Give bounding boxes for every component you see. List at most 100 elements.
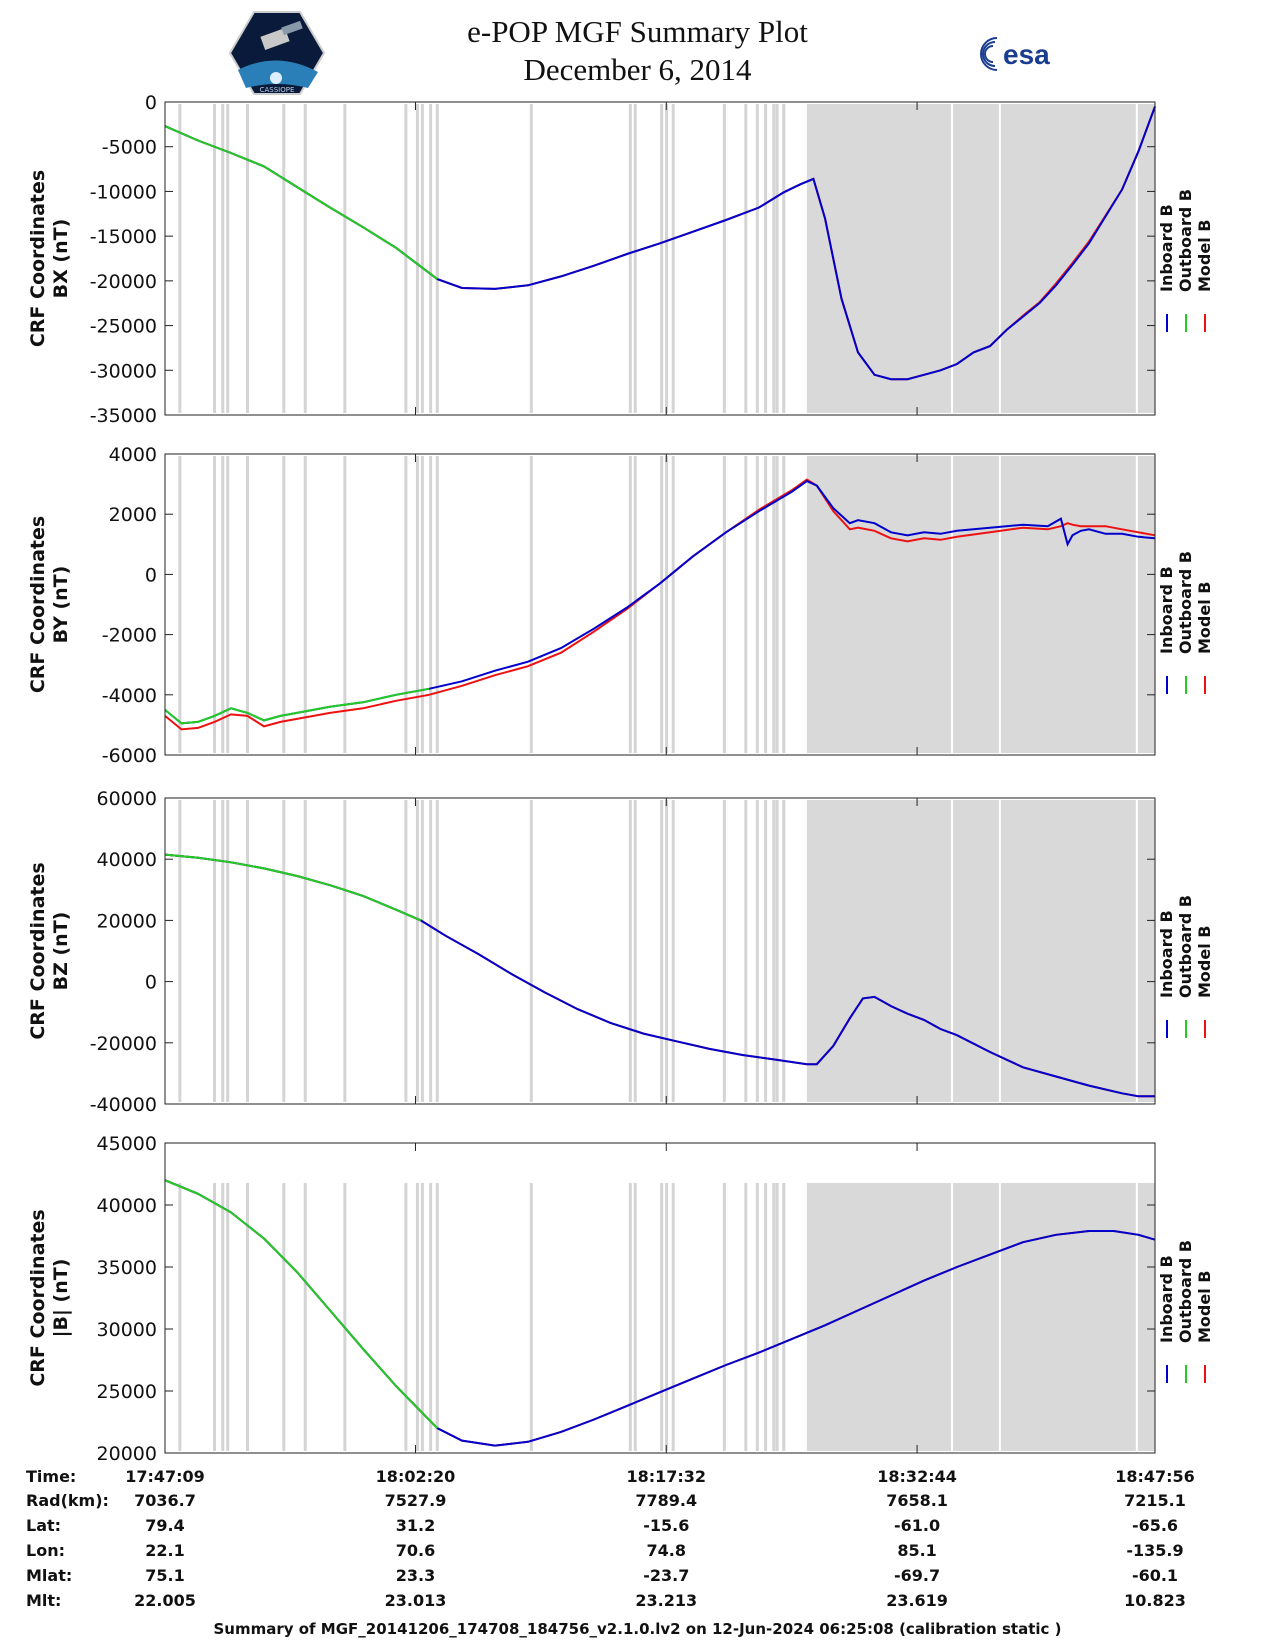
ylabel-bmag-line1: CRF Coordinates <box>27 1209 49 1386</box>
esa-logo: esa <box>980 37 1050 71</box>
ylabel-bx-line2: BX (nT) <box>50 219 72 299</box>
ephemeris-row-label-4: Mlat: <box>26 1566 72 1585</box>
ephemeris-cell-1-5: 23.013 <box>385 1591 447 1610</box>
ephemeris-cell-4-5: 10.823 <box>1124 1591 1186 1610</box>
ephemeris-cell-2-5: 23.213 <box>635 1591 697 1610</box>
ephemeris-row-label-5: Mlt: <box>26 1591 61 1610</box>
series-outboard-bmag <box>164 1179 439 1429</box>
ephemeris-row-label-3: Lon: <box>26 1541 65 1560</box>
ytick-label-bmag-4: 25000 <box>97 1381 157 1403</box>
axes-box-bmag <box>164 1142 1156 1454</box>
legend-label-bmag-2: Model B <box>1195 1271 1214 1343</box>
ytick-label-bz-0: 60000 <box>97 788 157 810</box>
shaded-region-by <box>806 456 1155 753</box>
shaded-region-bz <box>806 800 1155 1102</box>
ephemeris-cell-0-0: 17:47:09 <box>125 1467 205 1486</box>
ytick-label-bx-5: -25000 <box>90 316 157 338</box>
ephemeris-cell-0-2: 79.4 <box>145 1516 184 1535</box>
ephemeris-cell-2-1: 7789.4 <box>635 1491 697 1510</box>
series-outboard-bx <box>164 125 438 280</box>
ylabel-by-line2: BY (nT) <box>50 566 72 644</box>
ytick-label-bx-2: -10000 <box>90 181 157 203</box>
ephemeris-cell-4-0: 18:47:56 <box>1115 1467 1195 1486</box>
legend-label-by-2: Model B <box>1195 582 1214 654</box>
ytick-label-by-4: -4000 <box>102 685 157 707</box>
ytick-label-bz-3: 0 <box>145 972 157 994</box>
ephemeris-cell-1-0: 18:02:20 <box>376 1467 456 1486</box>
ephemeris-cell-1-2: 31.2 <box>396 1516 435 1535</box>
ephemeris-cell-0-3: 22.1 <box>145 1541 184 1560</box>
ephemeris-cell-2-3: 74.8 <box>647 1541 686 1560</box>
ytick-label-bz-5: -40000 <box>90 1094 157 1116</box>
series-outboard-bz <box>164 853 422 922</box>
axes-box-bx <box>164 101 1156 416</box>
ytick-label-by-5: -6000 <box>102 745 157 767</box>
cassiope-logo-text: CASSIOPE <box>260 86 295 94</box>
ephemeris-cell-2-2: -15.6 <box>643 1516 689 1535</box>
ytick-label-bmag-0: 45000 <box>97 1133 157 1155</box>
ylabel-bz-line2: BZ (nT) <box>50 912 72 991</box>
ytick-label-by-1: 2000 <box>109 504 157 526</box>
ytick-label-bmag-2: 35000 <box>97 1257 157 1279</box>
page-title-line2: December 6, 2014 <box>523 52 752 87</box>
ephemeris-cell-3-4: -69.7 <box>894 1566 940 1585</box>
ephemeris-cell-4-1: 7215.1 <box>1124 1491 1186 1510</box>
legend-label-bmag-1: Outboard B <box>1176 1240 1195 1343</box>
ephemeris-row-label-1: Rad(km): <box>26 1491 109 1510</box>
ylabel-bmag-line2: |B| (nT) <box>50 1259 72 1338</box>
legend-label-bx-2: Model B <box>1195 220 1214 292</box>
footer-summary: Summary of MGF_20141206_174708_184756_v2… <box>213 1620 1062 1638</box>
page-title-line1: e-POP MGF Summary Plot <box>467 14 808 49</box>
ephemeris-cell-0-5: 22.005 <box>134 1591 196 1610</box>
legend-label-by-1: Outboard B <box>1176 551 1195 654</box>
ytick-label-bmag-5: 20000 <box>97 1443 157 1465</box>
legend-label-by-0: Inboard B <box>1157 566 1176 654</box>
axes-box-bz <box>164 797 1156 1105</box>
legend-label-bz-0: Inboard B <box>1157 910 1176 998</box>
ephemeris-cell-3-3: 85.1 <box>897 1541 936 1560</box>
ephemeris-cell-1-4: 23.3 <box>396 1566 435 1585</box>
ylabel-bx-line1: CRF Coordinates <box>27 170 49 347</box>
ytick-label-bz-2: 20000 <box>97 910 157 932</box>
legend-label-bx-1: Outboard B <box>1176 189 1195 292</box>
ephemeris-cell-3-2: -61.0 <box>894 1516 940 1535</box>
ephemeris-row-label-0: Time: <box>26 1467 76 1486</box>
legend-label-bz-1: Outboard B <box>1176 895 1195 998</box>
ephemeris-cell-1-1: 7527.9 <box>385 1491 447 1510</box>
shaded-region-bx <box>806 104 1155 413</box>
ytick-label-bx-3: -15000 <box>90 226 157 248</box>
ylabel-bz-line1: CRF Coordinates <box>27 862 49 1039</box>
ytick-label-bx-4: -20000 <box>90 271 157 293</box>
ephemeris-cell-3-1: 7658.1 <box>886 1491 948 1510</box>
ytick-label-bx-6: -30000 <box>90 360 157 382</box>
ylabel-by-line1: CRF Coordinates <box>27 516 49 693</box>
ephemeris-cell-0-4: 75.1 <box>145 1566 184 1585</box>
shaded-region-bmag <box>806 1183 1155 1451</box>
ephemeris-cell-4-3: -135.9 <box>1126 1541 1183 1560</box>
ephemeris-cell-0-1: 7036.7 <box>134 1491 196 1510</box>
ytick-label-bz-4: -20000 <box>90 1033 157 1055</box>
legend-label-bmag-0: Inboard B <box>1157 1255 1176 1343</box>
ytick-label-by-0: 4000 <box>109 444 157 466</box>
legend-label-bz-2: Model B <box>1195 926 1214 998</box>
ephemeris-cell-3-5: 23.619 <box>886 1591 948 1610</box>
series-outboard-by <box>164 687 430 725</box>
ytick-label-bx-7: -35000 <box>90 405 157 427</box>
ephemeris-cell-3-0: 18:32:44 <box>877 1467 957 1486</box>
ephemeris-cell-2-4: -23.7 <box>643 1566 689 1585</box>
ytick-label-bx-1: -5000 <box>102 137 157 159</box>
legend-label-bx-0: Inboard B <box>1157 204 1176 292</box>
ephemeris-row-label-2: Lat: <box>26 1516 61 1535</box>
ytick-label-bmag-3: 30000 <box>97 1319 157 1341</box>
axes-box-by <box>164 453 1156 756</box>
esa-logo-text: esa <box>1003 39 1050 70</box>
cassiope-logo: CASSIOPE <box>228 11 326 95</box>
ytick-label-bz-1: 40000 <box>97 849 157 871</box>
ephemeris-cell-4-4: -60.1 <box>1132 1566 1178 1585</box>
ytick-label-bx-0: 0 <box>145 92 157 114</box>
ytick-label-by-2: 0 <box>145 564 157 586</box>
ephemeris-cell-1-3: 70.6 <box>396 1541 435 1560</box>
ytick-label-bmag-1: 40000 <box>97 1195 157 1217</box>
ytick-label-by-3: -2000 <box>102 625 157 647</box>
